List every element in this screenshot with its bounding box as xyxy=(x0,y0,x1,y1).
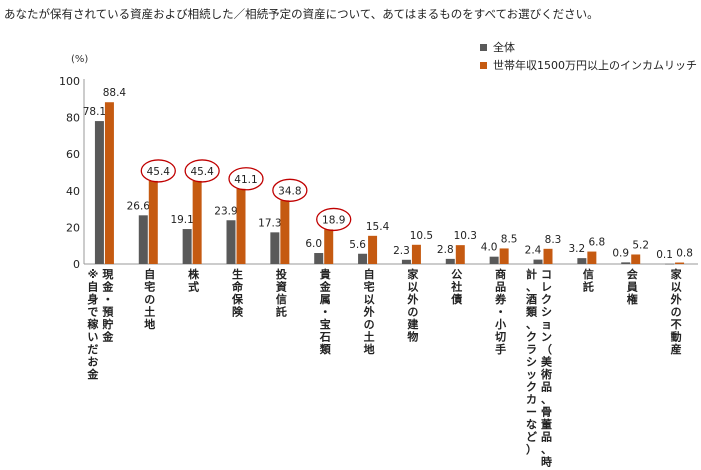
x-category-label: 生命保険 xyxy=(231,267,244,319)
y-tick-label: 20 xyxy=(66,221,80,234)
value-label-all: 6.0 xyxy=(305,238,322,250)
value-label-all: 3.2 xyxy=(569,243,586,255)
value-label-all: 2.8 xyxy=(437,244,454,256)
value-label-all: 17.3 xyxy=(258,217,281,229)
bar-rich xyxy=(543,248,553,264)
bar-all xyxy=(533,259,543,264)
value-label-rich: 8.5 xyxy=(501,233,518,245)
value-label-rich: 45.4 xyxy=(147,166,171,178)
value-label-rich: 41.1 xyxy=(234,174,257,186)
highlight-circle xyxy=(184,159,220,183)
bar-rich xyxy=(192,180,202,264)
value-label-all: 26.6 xyxy=(127,200,151,212)
x-category-label: 貴金属・宝石類 xyxy=(319,267,332,356)
y-tick-label: 60 xyxy=(66,148,80,161)
bar-all xyxy=(621,262,631,264)
x-category-label: 商品券・小切手 xyxy=(494,267,507,356)
value-label-rich: 5.2 xyxy=(632,239,649,251)
bar-rich xyxy=(455,245,465,264)
bar-rich xyxy=(104,102,114,264)
bar-rich xyxy=(499,248,509,264)
legend-item-rich: 世帯年収1500万円以上のインカムリッチ xyxy=(480,56,697,74)
value-label-all: 0.9 xyxy=(612,247,629,259)
value-label-all: 19.1 xyxy=(170,214,193,226)
highlight-circle xyxy=(272,178,308,202)
question-text: あなたが保有されている資産および相続した／相続予定の資産について、あてはまるもの… xyxy=(4,7,599,21)
bar-all xyxy=(138,215,148,264)
highlight-circle xyxy=(140,159,176,183)
bar-rich xyxy=(675,262,685,264)
legend-label-rich: 世帯年収1500万円以上のインカムリッチ xyxy=(493,59,697,72)
value-label-all: 23.9 xyxy=(214,205,237,217)
x-category-label: 現金・預貯金 xyxy=(101,268,114,344)
x-category-label: 株式 xyxy=(188,267,200,294)
bar-rich xyxy=(631,254,641,264)
value-label-all: 2.3 xyxy=(393,245,410,257)
value-label-all: 4.0 xyxy=(481,242,498,254)
y-tick-label: 40 xyxy=(66,185,80,198)
bar-all xyxy=(182,229,192,264)
value-label-rich: 34.8 xyxy=(278,185,301,197)
highlight-circle xyxy=(228,167,264,191)
value-label-rich: 8.3 xyxy=(545,234,562,246)
legend-swatch-all xyxy=(480,43,487,51)
value-label-rich: 0.8 xyxy=(676,248,693,260)
bar-all xyxy=(577,258,587,264)
bar-all xyxy=(665,263,675,265)
value-label-all: 5.6 xyxy=(349,239,366,251)
value-label-rich: 18.9 xyxy=(322,214,345,226)
value-label-rich: 45.4 xyxy=(190,166,214,178)
x-category-label: 投資信託 xyxy=(276,267,287,319)
value-label-all: 78.1 xyxy=(83,106,106,118)
x-category-label: 自宅の土地 xyxy=(144,267,155,331)
x-category-label: 公社債 xyxy=(450,268,462,306)
bar-rich xyxy=(324,229,334,264)
y-tick-label: 80 xyxy=(66,112,80,125)
value-label-all: 2.4 xyxy=(525,245,542,257)
bar-rich xyxy=(236,188,246,264)
bar-all xyxy=(401,259,411,264)
bar-rich xyxy=(587,251,597,264)
bar-all xyxy=(489,256,499,264)
highlight-circle xyxy=(316,207,352,232)
y-axis-unit: (%) xyxy=(71,54,88,65)
value-label-rich: 10.5 xyxy=(410,230,433,242)
y-tick-label: 100 xyxy=(59,75,80,88)
bar-all xyxy=(226,220,236,264)
x-category-label: 信託 xyxy=(583,267,594,294)
bar-all xyxy=(270,232,280,264)
x-category-label: 自宅以外の土地 xyxy=(363,267,375,356)
y-tick-label: 0 xyxy=(73,258,80,271)
bar-all xyxy=(94,121,104,265)
value-label-rich: 10.3 xyxy=(454,230,477,242)
legend-item-all: 全体 xyxy=(480,38,697,56)
legend-label-all: 全体 xyxy=(493,41,515,54)
value-label-rich: 6.8 xyxy=(589,237,606,249)
bar-all xyxy=(358,253,368,264)
x-category-label: 会員権 xyxy=(626,267,639,306)
x-category-label: ※自身で稼いだお金 xyxy=(86,268,99,381)
bar-rich xyxy=(368,235,378,264)
x-category-label: 家以外の建物 xyxy=(406,267,419,344)
value-label-rich: 88.4 xyxy=(103,87,127,99)
bar-all xyxy=(314,253,324,264)
x-category-label: 計、酒類、クラシックカーなど） xyxy=(525,267,538,456)
bar-rich xyxy=(411,244,421,264)
legend: 全体 世帯年収1500万円以上のインカムリッチ xyxy=(480,38,697,74)
value-label-all: 0.1 xyxy=(656,249,673,261)
x-category-label: コレクション（美術品、骨董品、時 xyxy=(540,268,553,469)
x-category-label: 家以外の不動産 xyxy=(670,267,683,356)
value-label-rich: 15.4 xyxy=(366,221,390,233)
bar-all xyxy=(445,258,455,264)
legend-swatch-rich xyxy=(480,61,487,69)
bar-rich xyxy=(148,180,158,264)
bar-rich xyxy=(280,200,290,264)
